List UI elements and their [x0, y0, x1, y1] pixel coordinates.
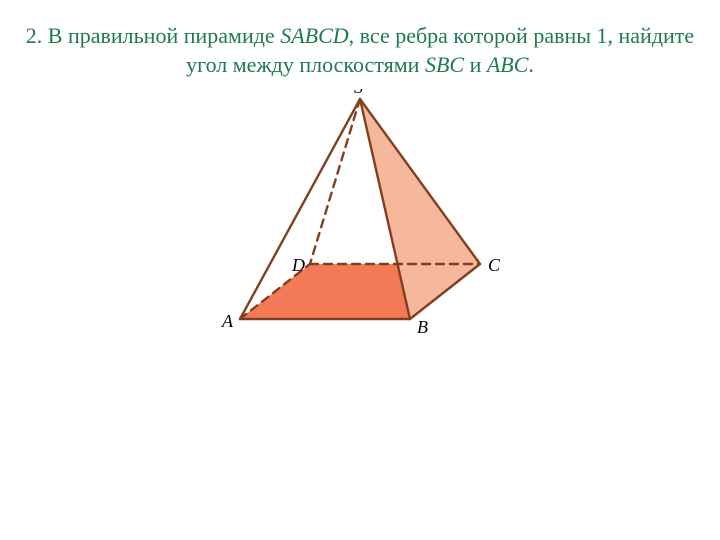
vertex-label-S: S — [354, 89, 363, 97]
pyramid-diagram: A B C D S — [210, 89, 510, 349]
title-and: и — [464, 52, 487, 77]
title-plane2: ABC — [487, 52, 529, 77]
title-pyramid: SABCD — [280, 23, 348, 48]
title-plane1: SBC — [425, 52, 464, 77]
vertex-label-D: D — [291, 255, 305, 275]
problem-title: 2. В правильной пирамиде SABCD, все ребр… — [20, 22, 700, 79]
vertex-label-A: A — [221, 311, 234, 331]
figure-container: A B C D S — [0, 89, 720, 349]
edge-SD-dashed — [310, 99, 360, 264]
title-prefix: 2. В правильной пирамиде — [26, 23, 280, 48]
title-suffix: . — [528, 52, 534, 77]
vertex-label-B: B — [417, 317, 428, 337]
vertex-label-C: C — [488, 255, 501, 275]
